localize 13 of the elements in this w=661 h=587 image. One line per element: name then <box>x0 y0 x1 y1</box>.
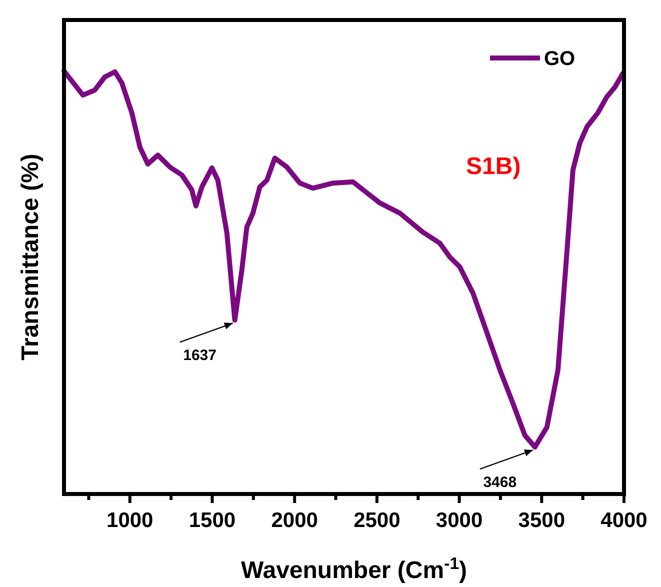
y-axis-title: Transmittance (%) <box>17 154 44 360</box>
x-tick-label: 3000 <box>436 509 483 532</box>
legend-label: GO <box>544 48 576 70</box>
x-tick-label: 1000 <box>106 509 154 532</box>
annotation: 3468 <box>483 474 517 492</box>
x-tick-label: 4000 <box>600 509 648 532</box>
annotation: S1B) <box>466 153 521 180</box>
x-axis-title: Wavenumber (Cm$^{-1}$) <box>240 554 468 584</box>
x-tick-label: 2000 <box>271 509 318 532</box>
annotation: 1637 <box>183 347 216 364</box>
x-tick-label: 2500 <box>354 509 400 532</box>
x-tick-label: 3500 <box>518 509 566 532</box>
x-tick-label: 1500 <box>188 509 236 532</box>
